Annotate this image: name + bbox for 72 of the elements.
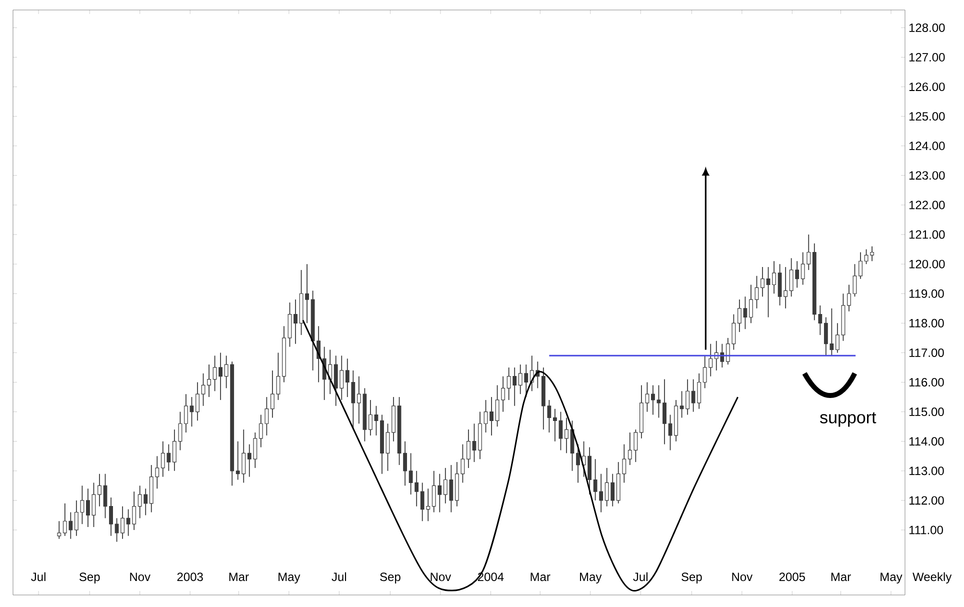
x-tick-label: 2003 — [177, 572, 203, 582]
y-tick-label: 127.00 — [909, 53, 945, 62]
y-tick-label: 116.00 — [909, 378, 944, 386]
y-tick-label: 115.00 — [909, 408, 944, 416]
candlestick — [294, 299, 298, 344]
candlestick — [766, 266, 770, 318]
candlestick — [668, 414, 672, 451]
y-tick-label: 111.00 — [909, 526, 943, 534]
candlestick — [201, 372, 206, 406]
candlestick — [484, 400, 488, 433]
x-tick-label: Nov — [130, 572, 150, 582]
x-tick-label: Nov — [430, 572, 452, 582]
candlestick — [472, 423, 476, 462]
candlestick — [564, 417, 568, 454]
y-tick-label: 122.00 — [909, 200, 945, 210]
y-tick-label: 123.00 — [909, 171, 945, 180]
candlestick — [772, 260, 776, 294]
y-tick-label: 124.00 — [909, 142, 945, 150]
candlestick — [754, 275, 759, 309]
candlestick — [196, 382, 200, 422]
candlestick — [847, 284, 851, 312]
y-tick-label: 118.00 — [909, 318, 944, 328]
candlestick — [288, 302, 292, 348]
candlestick — [57, 520, 62, 540]
y-tick-label: 113.00 — [909, 466, 944, 476]
y-tick-label: 128.00 — [909, 23, 945, 32]
candlestick — [374, 405, 378, 436]
candlestick — [852, 264, 857, 298]
candlestick — [92, 482, 96, 528]
y-tick-label: 120.00 — [909, 260, 945, 268]
x-tick-label: Sep — [79, 572, 100, 584]
x-tick-label: Jul — [633, 572, 648, 582]
x-tick-label: May — [278, 572, 300, 584]
candlestick — [662, 378, 666, 445]
x-tick-label: Mar — [229, 572, 249, 582]
candlestick — [656, 384, 661, 418]
y-tick-label: 119.00 — [909, 289, 944, 298]
candlestick — [749, 284, 753, 324]
candlestick — [651, 384, 655, 416]
x-tick-label: 2005 — [779, 572, 805, 582]
candlestick — [576, 444, 580, 484]
candlestick — [190, 396, 194, 428]
x-tick-label: Jul — [31, 572, 46, 582]
candlestick — [858, 252, 862, 280]
candlestick — [368, 400, 372, 436]
y-tick-label: 114.00 — [909, 437, 944, 446]
x-tick-label: Mar — [530, 572, 550, 582]
y-tick-label: 125.00 — [909, 112, 945, 121]
x-tick-label: May — [580, 572, 602, 584]
x-tick-label: Sep — [380, 572, 400, 584]
candlestick — [207, 364, 211, 398]
y-tick-label: 117.00 — [909, 348, 944, 357]
x-tick-label: Mar — [831, 572, 851, 582]
candlestick — [836, 322, 840, 354]
candlestick — [490, 396, 494, 436]
y-tick-label: 126.00 — [909, 82, 945, 92]
x-tick-label: Jul — [332, 572, 346, 582]
candlestick — [760, 266, 764, 298]
candlestick — [109, 497, 113, 536]
candlestick — [86, 488, 90, 528]
candlestick — [386, 423, 390, 472]
x-tick-label: Sep — [682, 572, 702, 584]
annotation: support — [820, 412, 876, 427]
x-tick-label: 2004 — [478, 572, 504, 582]
y-tick-label: 121.00 — [909, 230, 945, 239]
x-tick-label: May — [880, 572, 902, 584]
candlestick — [184, 394, 188, 433]
candlestick — [466, 429, 470, 468]
candlestick — [98, 473, 102, 507]
x-tick-label: Nov — [732, 572, 753, 582]
y-tick-label: 112.00 — [909, 496, 944, 505]
x-axis-title: Weekly — [912, 572, 952, 584]
